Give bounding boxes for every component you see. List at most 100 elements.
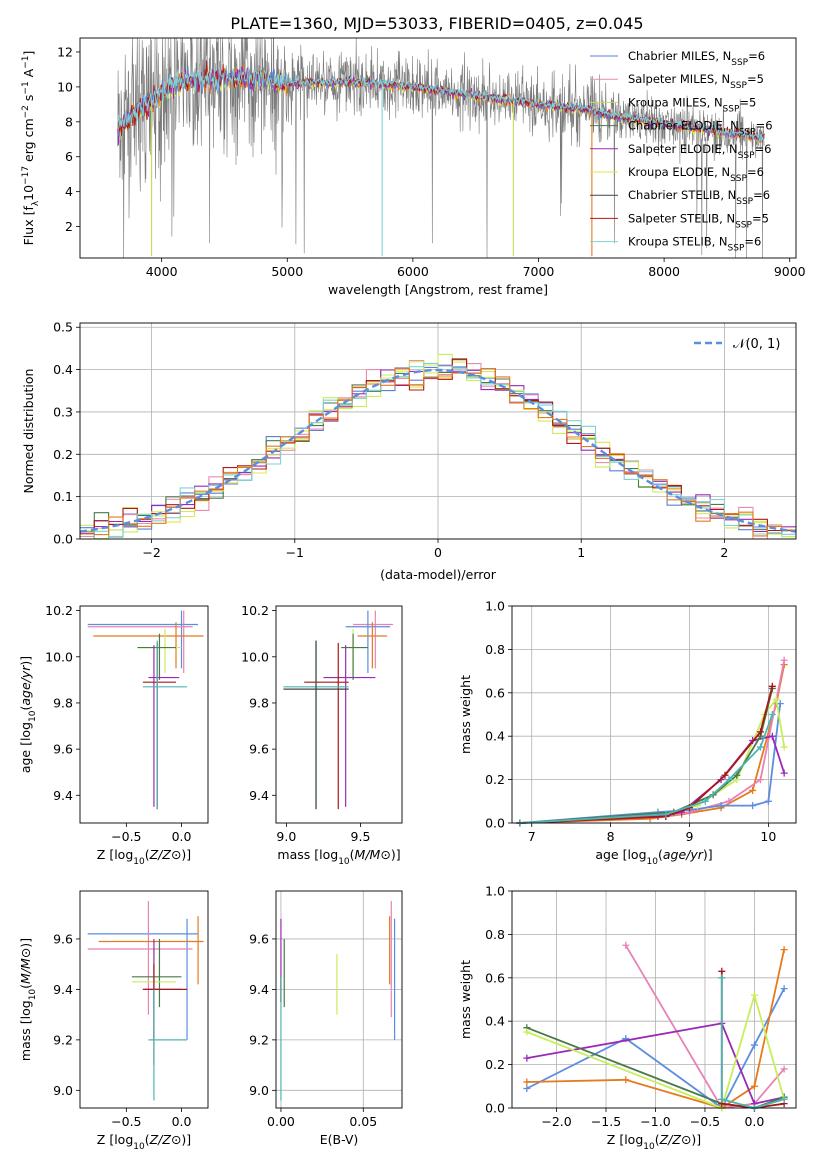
axes-frame [79, 322, 797, 540]
x-tick-label: 9000 [774, 264, 806, 279]
x-tick-label: 0.0 [744, 1114, 764, 1129]
y-tick-label: 0.0 [485, 816, 505, 831]
y-tick-label: 0.8 [485, 927, 505, 942]
y-tick-label: 9.8 [53, 695, 73, 710]
x-tick-label: 9.0 [276, 829, 296, 844]
weight-marker [780, 985, 788, 993]
legend-entry: Kroupa ELODIE, NSSP=6 [628, 165, 764, 184]
x-tick-label: 2 [720, 545, 728, 560]
x-tick-label: 8 [607, 829, 615, 844]
y-tick-label: 0.2 [485, 1057, 505, 1072]
weight-marker [523, 1084, 531, 1092]
weight-line [526, 1022, 785, 1105]
age_vs_mass-panel: 9.0 9.5 9.4 9.6 9.8 10.0 10.2 mass [log10(M/M⊙)… [241, 603, 403, 867]
weight-marker [749, 786, 757, 794]
x-axis-label: Z [log10(Z/Z⊙)] [607, 1132, 701, 1152]
y-axis-label: mass [log10(M/M⊙)] [18, 938, 38, 1061]
weight-marker [523, 1078, 531, 1086]
y-tick-label: 0.8 [485, 642, 505, 657]
x-axis-label: Z [log10(Z/Z⊙)] [97, 847, 191, 867]
weight-marker [725, 776, 733, 784]
x-tick-label: 9.5 [351, 829, 371, 844]
y-tick-label: 8 [65, 114, 73, 129]
x-tick-label: −1 [286, 545, 304, 560]
weight-marker [780, 656, 788, 664]
y-tick-label: 9.8 [249, 695, 269, 710]
y-tick-label: 9.6 [53, 931, 73, 946]
weight-marker [757, 728, 764, 736]
weight-marker [718, 967, 726, 975]
weight-line [519, 714, 774, 824]
weight-line [519, 703, 782, 824]
y-tick-label: 9.4 [53, 788, 73, 803]
weight-marker [662, 810, 670, 818]
weight-marker [750, 991, 758, 999]
legend-entry: Salpeter MILES, NSSP=5 [628, 72, 764, 91]
x-tick-label: 8000 [648, 264, 680, 279]
axes-frame [79, 890, 209, 1109]
y-tick-label: 4 [65, 184, 73, 199]
age_vs_Z-panel: −0.5 0.0 9.4 9.6 9.8 10.0 10.2 Z [log10(Z/Z⊙)] a… [18, 603, 209, 867]
legend-entry: Kroupa MILES, NSSP=5 [628, 95, 756, 114]
residual-histogram [80, 367, 796, 537]
y-tick-label: 0.4 [485, 1014, 505, 1029]
axes-frame [79, 605, 209, 824]
weight-marker [750, 1041, 758, 1049]
weight-marker [768, 732, 776, 740]
weight_vs_age-panel: 7 8 9 10 0.0 0.2 0.4 0.6 0.8 1.0 age [log10(age/yr… [458, 599, 797, 867]
y-tick-label: 9.6 [249, 931, 269, 946]
weight-marker [701, 797, 709, 805]
mass_vs_Z-panel: −0.5 0.0 9.0 9.2 9.4 9.6 Z [log10(Z/Z⊙)] mass [… [18, 890, 209, 1152]
y-tick-label: 9.4 [249, 788, 269, 803]
x-axis-label: (data-model)/error [380, 567, 497, 582]
x-tick-label: −0.5 [111, 1114, 141, 1129]
x-tick-label: 0.00 [267, 1114, 295, 1129]
y-axis-label: mass weight [458, 960, 473, 1039]
y-tick-label: 9.6 [53, 742, 73, 757]
weight-marker [757, 743, 764, 751]
y-tick-label: 1.0 [485, 599, 505, 614]
legend-entry: Salpeter STELIB, NSSP=5 [628, 211, 769, 230]
weight-marker [725, 797, 733, 805]
y-tick-label: 0.0 [485, 1101, 505, 1116]
figure-title: PLATE=1360, MJD=53033, FIBERID=0405, z=0… [230, 14, 643, 33]
y-tick-label: 12 [57, 44, 73, 59]
x-tick-label: −2.0 [541, 1114, 571, 1129]
y-tick-label: 0.3 [53, 404, 73, 419]
y-tick-label: 0.5 [53, 320, 73, 335]
weight-marker [749, 802, 757, 810]
residuals-panel: −2 −1 0 1 2 0.0 0.1 0.2 0.3 0.4 0.5 𝒩(0, 1) (data-mo… [21, 320, 797, 582]
weight-marker [764, 797, 772, 805]
x-tick-label: −2 [142, 545, 160, 560]
legend-entry: Salpeter ELODIE, NSSP=6 [628, 142, 771, 161]
weight-marker [523, 1028, 531, 1036]
y-tick-label: 10.2 [45, 603, 73, 618]
axes-frame [275, 605, 403, 824]
x-tick-label: 9 [686, 829, 694, 844]
legend-entry: 𝒩(0, 1) [733, 337, 780, 352]
weight-marker [780, 1065, 788, 1073]
y-axis-label: Normed distribution [21, 369, 36, 494]
y-tick-label: 10.2 [241, 603, 269, 618]
axes-frame [511, 890, 797, 1109]
weight-marker [772, 695, 780, 703]
y-tick-label: 9.0 [53, 1083, 73, 1098]
weight-marker [780, 1095, 788, 1103]
x-tick-label: −0.5 [690, 1114, 720, 1129]
y-tick-label: 0.0 [53, 532, 73, 547]
y-tick-label: 9.4 [249, 982, 269, 997]
y-tick-label: 0.2 [485, 772, 505, 787]
weight-marker [733, 771, 741, 779]
x-axis-label: mass [log10(M/M⊙)] [277, 847, 400, 867]
y-tick-label: 6 [65, 149, 73, 164]
y-tick-label: 10.0 [241, 649, 269, 664]
y-tick-label: 9.6 [249, 742, 269, 757]
residual-histogram [80, 362, 796, 540]
legend-entry: Chabrier ELODIE, NSSP=6 [628, 119, 773, 138]
x-tick-label: −1.0 [640, 1114, 670, 1129]
weight-marker [718, 974, 726, 982]
weight-marker [780, 743, 788, 751]
x-axis-label: Z [log10(Z/Z⊙)] [97, 1132, 191, 1152]
x-tick-label: 10 [760, 829, 776, 844]
